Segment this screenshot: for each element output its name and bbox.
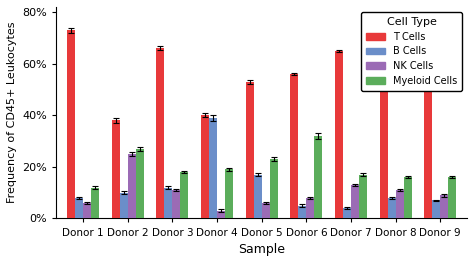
Bar: [254, 175, 262, 219]
Bar: [164, 188, 173, 219]
Y-axis label: Frequency of CD45+ Leukocytes: Frequency of CD45+ Leukocytes: [7, 22, 17, 204]
Bar: [380, 51, 388, 219]
Bar: [404, 177, 412, 219]
Bar: [262, 203, 270, 219]
Bar: [217, 211, 225, 219]
Bar: [136, 149, 144, 219]
Bar: [112, 120, 119, 219]
Bar: [270, 159, 278, 219]
X-axis label: Sample: Sample: [238, 243, 285, 256]
Bar: [343, 208, 351, 219]
Bar: [314, 136, 322, 219]
Legend: T Cells, B Cells, NK Cells, Myeloid Cells: T Cells, B Cells, NK Cells, Myeloid Cell…: [361, 12, 462, 91]
Bar: [448, 177, 456, 219]
Bar: [359, 175, 367, 219]
Bar: [388, 198, 396, 219]
Bar: [440, 195, 448, 219]
Bar: [298, 206, 306, 219]
Bar: [91, 188, 99, 219]
Bar: [290, 74, 298, 219]
Bar: [75, 198, 83, 219]
Bar: [306, 198, 314, 219]
Bar: [209, 118, 217, 219]
Bar: [246, 82, 254, 219]
Bar: [181, 172, 189, 219]
Bar: [156, 48, 164, 219]
Bar: [83, 203, 91, 219]
Bar: [67, 30, 75, 219]
Bar: [119, 193, 128, 219]
Bar: [225, 169, 233, 219]
Bar: [351, 185, 359, 219]
Bar: [128, 154, 136, 219]
Bar: [173, 190, 181, 219]
Bar: [424, 43, 432, 219]
Bar: [201, 115, 209, 219]
Bar: [396, 190, 404, 219]
Bar: [432, 200, 440, 219]
Bar: [335, 51, 343, 219]
